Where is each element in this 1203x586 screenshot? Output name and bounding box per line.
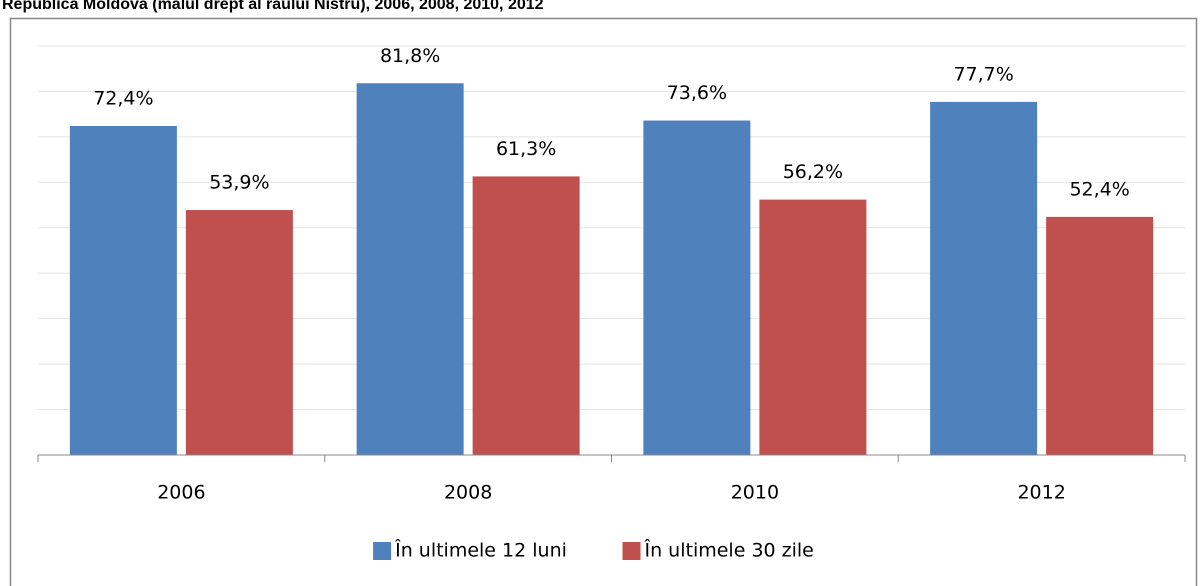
- bar: [759, 199, 867, 455]
- bar: [1046, 216, 1154, 455]
- x-tick-label: 2006: [157, 482, 205, 504]
- data-label: 77,7%: [953, 63, 1013, 85]
- x-tick-label: 2010: [731, 482, 779, 504]
- data-label: 53,9%: [209, 172, 269, 194]
- data-label: 72,4%: [93, 87, 153, 109]
- bar: [185, 210, 293, 455]
- x-tick-label: 2012: [1017, 482, 1065, 504]
- data-label: 52,4%: [1069, 178, 1129, 200]
- bar: [356, 83, 464, 456]
- x-tick-label: 2008: [444, 482, 492, 504]
- data-label: 73,6%: [667, 82, 727, 104]
- bar: [472, 176, 580, 456]
- data-label: 61,3%: [496, 138, 556, 160]
- legend-swatch: [622, 542, 641, 560]
- bar: [643, 120, 751, 455]
- legend-label: În ultimele 30 zile: [644, 539, 814, 562]
- legend-label: În ultimele 12 luni: [394, 539, 567, 562]
- bar: [930, 101, 1038, 455]
- data-label: 56,2%: [783, 161, 843, 183]
- data-label: 81,8%: [380, 45, 440, 67]
- legend-swatch: [373, 542, 392, 560]
- bar: [69, 125, 177, 455]
- chart-title: Republica Moldova (malul drept al râului…: [2, 0, 544, 13]
